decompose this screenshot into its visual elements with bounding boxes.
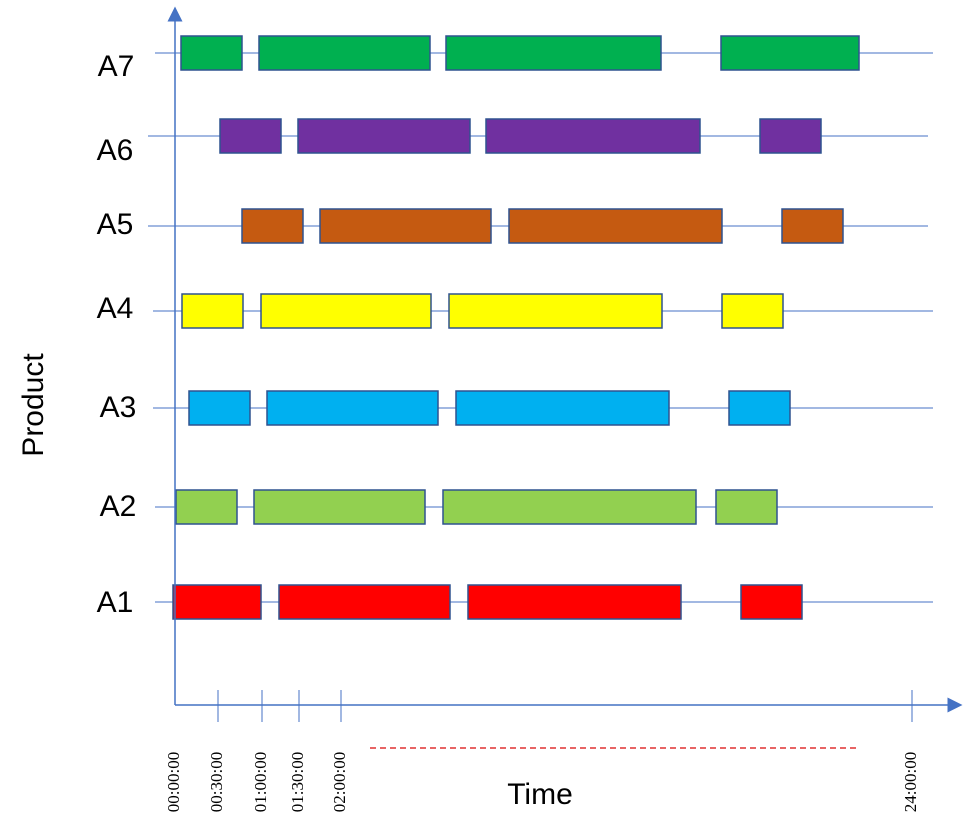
task-bar <box>445 35 662 71</box>
row-label: A7 <box>98 50 135 83</box>
x-axis-title: Time <box>507 778 573 811</box>
task-bar <box>728 390 791 426</box>
task-bar <box>175 489 238 525</box>
task-bar <box>442 489 697 525</box>
x-tick-label: 01:00:00 <box>251 752 270 812</box>
task-bar <box>715 489 778 525</box>
task-bar <box>188 390 251 426</box>
task-bar <box>297 118 471 154</box>
x-tick-label: 24:00:00 <box>901 752 920 812</box>
task-bar <box>253 489 426 525</box>
task-bar <box>172 584 262 620</box>
row-label: A2 <box>100 490 137 523</box>
y-axis-title: Product <box>17 353 50 457</box>
task-bar <box>740 584 803 620</box>
task-bar <box>266 390 439 426</box>
x-tick-label: 01:30:00 <box>288 752 307 812</box>
task-bar <box>485 118 701 154</box>
task-bar <box>181 293 244 329</box>
task-bar <box>180 35 243 71</box>
x-tick-label: 00:30:00 <box>207 752 226 812</box>
task-bar <box>241 208 304 244</box>
task-bar <box>455 390 670 426</box>
task-bar <box>781 208 844 244</box>
task-bar <box>508 208 723 244</box>
row-label: A1 <box>97 586 134 619</box>
task-bar <box>759 118 822 154</box>
task-bar <box>721 293 784 329</box>
task-bar <box>319 208 492 244</box>
task-bar <box>448 293 663 329</box>
task-bar <box>258 35 431 71</box>
x-tick-label: 00:00:00 <box>164 752 183 812</box>
task-bar <box>219 118 282 154</box>
task-bar <box>467 584 682 620</box>
row-label: A4 <box>97 292 134 325</box>
x-tick-label: 02:00:00 <box>330 752 349 812</box>
task-bar <box>260 293 432 329</box>
row-label: A6 <box>97 134 134 167</box>
row-label: A5 <box>97 208 134 241</box>
task-bar <box>720 35 860 71</box>
task-bar <box>278 584 451 620</box>
row-label: A3 <box>100 391 137 424</box>
